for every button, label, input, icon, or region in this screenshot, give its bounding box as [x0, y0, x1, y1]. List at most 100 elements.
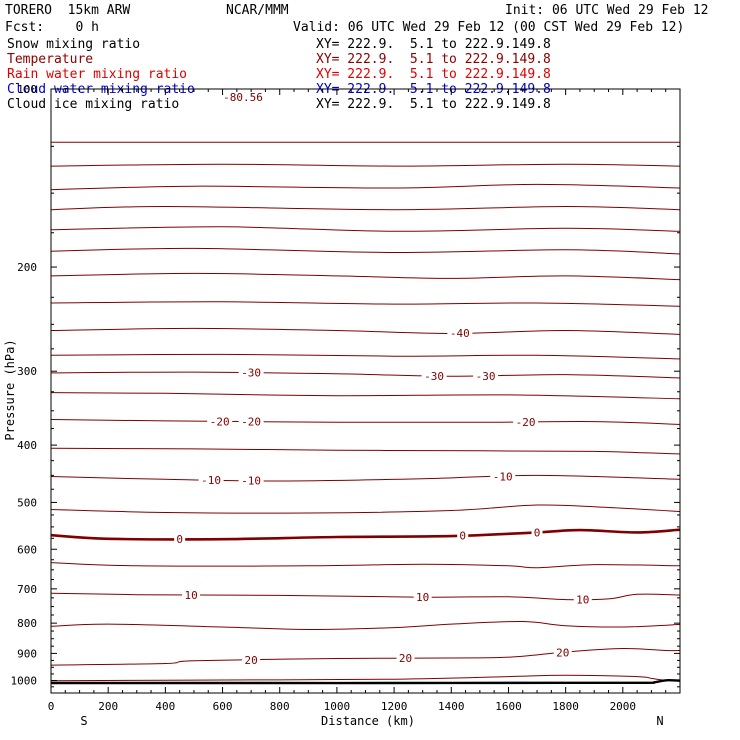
valid-time: Valid: 06 UTC Wed 29 Feb 12 (00 CST Wed …: [293, 20, 685, 35]
contour-label: 0: [459, 530, 466, 543]
contour-label: -20: [516, 416, 536, 429]
x-tick-label: 400: [155, 700, 175, 713]
contour-label: 20: [399, 652, 412, 665]
y-tick-label: 900: [17, 647, 37, 660]
contour-label: -30: [476, 370, 496, 383]
field-xy-temperature: XY= 222.9. 5.1 to 222.9.149.8: [316, 52, 551, 67]
x-tick-label: 800: [270, 700, 290, 713]
contour-label-bg: [473, 369, 499, 382]
y-tick-label: 200: [17, 261, 37, 274]
field-name-rain: Rain water mixing ratio: [7, 67, 188, 82]
top-contour-label: -80.56: [223, 91, 263, 104]
contour-label-bg: [573, 593, 592, 606]
init-time: Init: 06 UTC Wed 29 Feb 12: [505, 3, 709, 18]
isotherm-m60: [50, 226, 681, 232]
isotherm-m70: [50, 183, 681, 191]
contour-label: -40: [450, 327, 470, 340]
contour-label-bg: [531, 526, 543, 539]
y-tick-label: 700: [17, 583, 37, 596]
contour-label-bg: [553, 646, 572, 659]
isotherm-m55: [50, 247, 681, 255]
terrain-surface-layer: [50, 678, 681, 685]
x-tick-label: 600: [213, 700, 233, 713]
contour-label: -10: [493, 470, 513, 483]
contour-label: -20: [210, 415, 230, 428]
contour-label: 10: [416, 591, 429, 604]
contour-label: -30: [241, 367, 261, 380]
isotherm-10: [50, 592, 681, 601]
contour-label-bg: [238, 366, 264, 379]
field-name-cloud-ice: Cloud ice mixing ratio: [7, 97, 180, 112]
x-end-label-south: S: [80, 714, 87, 728]
contour-label-bg: [413, 591, 432, 604]
field-xy-cloud-ice: XY= 222.9. 5.1 to 222.9.149.8: [316, 97, 551, 112]
x-tick-label: 1800: [552, 700, 579, 713]
y-axis-title: Pressure (hPa): [3, 339, 17, 440]
contour-label: -20: [241, 416, 261, 429]
contour-label: 10: [184, 589, 197, 602]
isotherm-layer: [50, 141, 681, 682]
y-tick-label: 300: [17, 365, 37, 378]
contour-label-bg: [457, 529, 469, 542]
contour-label: 20: [556, 646, 569, 659]
surface-pressure-line: [50, 678, 681, 685]
isotherm-15: [50, 620, 681, 631]
contour-label-bg: [447, 327, 473, 340]
x-axis-title: Distance (km): [321, 714, 415, 728]
isotherm-m50: [50, 272, 681, 281]
x-tick-label: 1200: [381, 700, 408, 713]
y-tick-label: 500: [17, 496, 37, 509]
isotherm-m40: [50, 327, 681, 335]
isotherm-m20: [50, 419, 681, 425]
x-tick-label: 0: [48, 700, 55, 713]
field-xy-snow: XY= 222.9. 5.1 to 222.9.149.8: [316, 37, 551, 52]
field-name-temperature: Temperature: [7, 52, 94, 67]
isotherm-m25: [50, 392, 681, 400]
isotherm-m45: [50, 301, 681, 307]
x-end-label-north: N: [656, 714, 663, 728]
contour-label: -10: [201, 474, 221, 487]
contour-label-bg: [242, 653, 261, 666]
field-xy-rain: XY= 222.9. 5.1 to 222.9.149.8: [316, 67, 551, 82]
contour-label-bg: [490, 470, 516, 483]
isotherm-25: [50, 674, 681, 682]
y-tick-label: 100: [17, 83, 37, 96]
contour-label-bg: [513, 415, 539, 428]
y-tick-label: 1000: [11, 674, 38, 687]
contour-label-bg: [421, 369, 447, 382]
contour-label: -30: [424, 370, 444, 383]
y-tick-label: 800: [17, 617, 37, 630]
isotherm-m75: [50, 163, 681, 167]
isotherm-5: [50, 562, 681, 569]
contour-label-bg: [238, 415, 264, 428]
isotherm-20: [50, 647, 681, 666]
isotherm-m30: [50, 371, 681, 379]
contour-label: 20: [245, 654, 258, 667]
x-tick-label: 200: [98, 700, 118, 713]
contour-label-bg: [174, 533, 186, 546]
contour-label-bg: [207, 415, 233, 428]
isotherm-m10: [50, 474, 681, 482]
isotherm-m5: [50, 504, 681, 514]
isotherm-0: [50, 528, 681, 541]
model-title: TORERO 15km ARW: [5, 3, 131, 18]
contour-label: 10: [576, 593, 589, 606]
contour-label-bg: [396, 652, 415, 665]
contour-labels: -40 -30 -30 -30 -20 -20 -20 -10 -10 -10 0 0 0 10 10 10 2…: [174, 327, 592, 667]
isotherm-m35: [50, 353, 681, 360]
x-tick-label: 1000: [324, 700, 351, 713]
contour-label-bg: [198, 473, 224, 486]
isotherm-m65: [50, 205, 681, 211]
contour-label-bg: [182, 588, 201, 601]
axis-ticks: 0 200 400 600 800 1000 1200 1400 1600 1800 2000100…: [11, 83, 680, 713]
x-tick-label: 1400: [438, 700, 465, 713]
y-tick-label: 400: [17, 439, 37, 452]
contour-label: 0: [176, 533, 183, 546]
contour-label: 0: [534, 526, 541, 539]
isotherm-m15: [50, 447, 681, 455]
field-name-snow: Snow mixing ratio: [7, 37, 141, 52]
center-name: NCAR/MMM: [226, 3, 289, 18]
x-tick-label: 1600: [495, 700, 522, 713]
x-tick-label: 2000: [610, 700, 637, 713]
